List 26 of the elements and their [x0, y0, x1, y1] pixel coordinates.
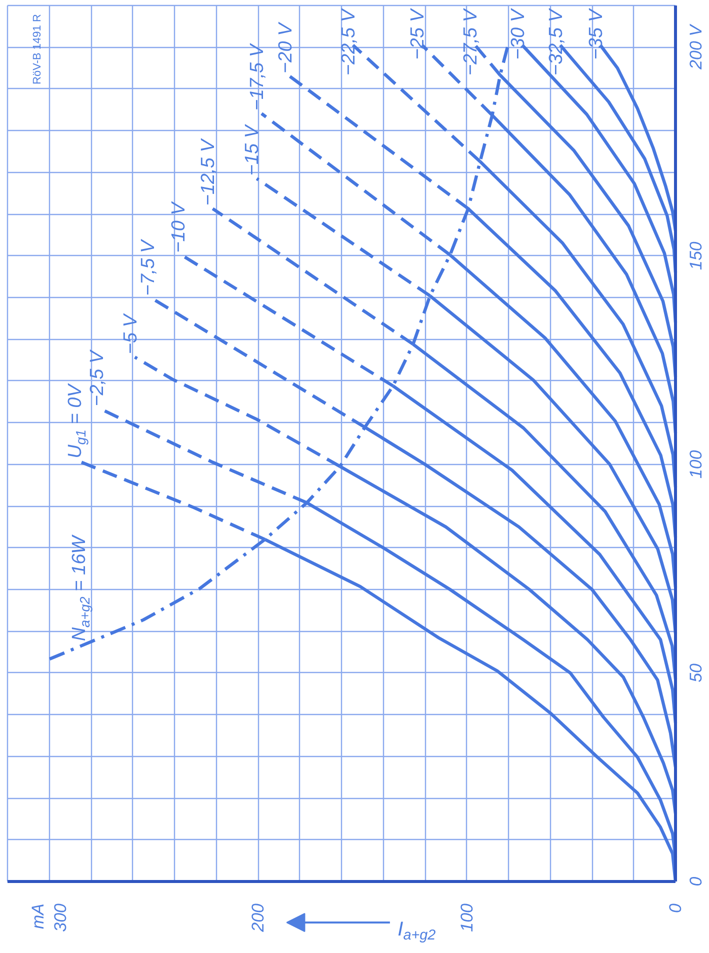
y-tick-label: 150: [686, 241, 706, 270]
y-tick-label: 100: [686, 450, 706, 479]
x-tick-label: 200: [248, 902, 268, 933]
text: −12,5 V: [198, 137, 220, 206]
x-tick-label: 100: [457, 902, 476, 932]
text: −20 V: [275, 20, 296, 74]
text: −10 V: [168, 200, 190, 253]
text: −22,5 V: [338, 7, 360, 76]
y-tick-label: 200 V: [686, 23, 706, 70]
x-tick-label: mA 300: [28, 902, 70, 932]
text: −27,5 V: [460, 7, 482, 76]
text: −17,5 V: [247, 42, 268, 111]
x-tick-label: 0: [666, 902, 685, 913]
text: −25 V: [408, 7, 429, 60]
text: −15 V: [242, 123, 264, 176]
y-tick-label: 50: [686, 662, 706, 682]
text: −30 V: [508, 7, 529, 60]
y-tick-label: 0: [686, 876, 706, 886]
text: −32,5 V: [546, 7, 567, 76]
text: −7,5 V: [138, 238, 160, 296]
text: −5 V: [120, 312, 142, 354]
text: Na+g2 = 16W: [68, 534, 92, 642]
annotation: RöV-B 1491 R: [32, 14, 44, 84]
text: −35 V: [586, 7, 607, 60]
text: −2,5 V: [86, 348, 108, 406]
text: Ug1 = 0V: [65, 382, 89, 458]
